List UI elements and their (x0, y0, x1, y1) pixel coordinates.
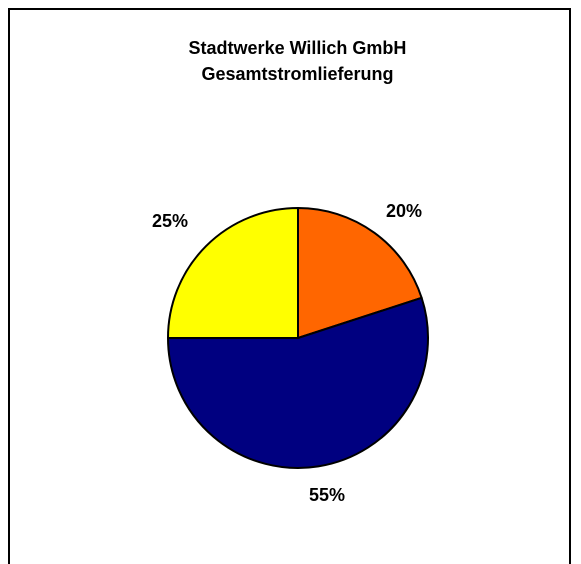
chart-subtitle: Gesamtstromlieferung (201, 64, 394, 84)
slice-label-55: 55% (309, 485, 345, 505)
chart-title: Stadtwerke Willich GmbH (188, 38, 407, 58)
slice-label-25: 25% (152, 211, 188, 231)
pie-slice-20 (297, 207, 423, 339)
pie-slice-55 (167, 296, 429, 469)
slice-label-20: 20% (386, 201, 422, 221)
pie-slice-25 (167, 207, 299, 339)
